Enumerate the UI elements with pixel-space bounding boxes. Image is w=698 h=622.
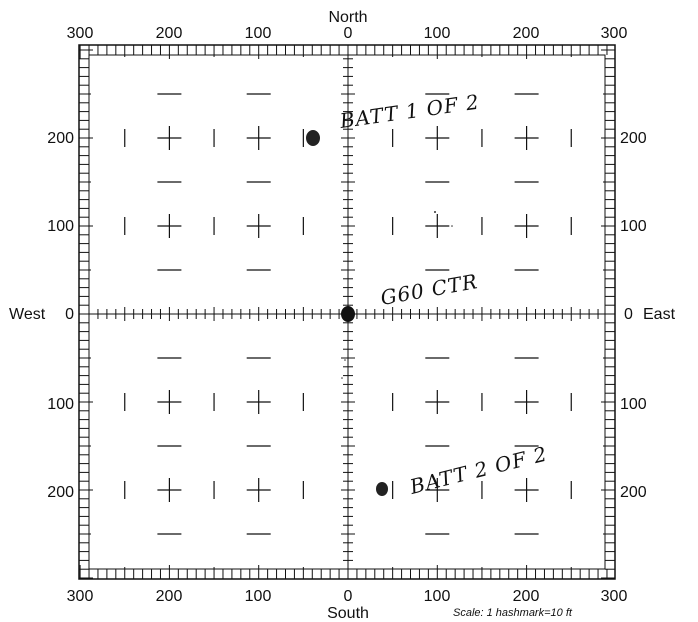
right-tick-label: 100 — [620, 396, 647, 413]
gun-center-marker — [341, 306, 355, 322]
top-tick-label: 200 — [513, 25, 540, 42]
left-tick-label: 0 — [65, 306, 74, 323]
bottom-tick-label: 100 — [245, 588, 272, 605]
stray-dot — [434, 211, 436, 213]
batt-2-marker — [376, 482, 388, 496]
grid-marks — [124, 93, 572, 535]
left-tick-label: 200 — [47, 484, 74, 501]
right-tick-label: 0 — [624, 306, 633, 323]
top-tick-label: 100 — [424, 25, 451, 42]
gun-center-annotation: G60 CTR — [379, 269, 480, 310]
grid-frame-inner — [88, 54, 606, 570]
west-label: West — [9, 306, 46, 323]
right-tick-label: 200 — [620, 484, 647, 501]
bottom-tick-label: 300 — [601, 588, 628, 605]
stray-dot — [344, 359, 346, 361]
north-label: North — [328, 9, 367, 26]
batt-1-annotation: BATT 1 OF 2 — [337, 90, 481, 134]
east-label: East — [643, 306, 676, 323]
bottom-tick-label: 100 — [424, 588, 451, 605]
south-label: South — [327, 605, 369, 622]
grid-frame — [78, 44, 616, 580]
scale-note: Scale: 1 hashmark=10 ft — [453, 607, 573, 619]
right-tick-label: 100 — [620, 218, 647, 235]
bottom-tick-label: 200 — [156, 588, 183, 605]
top-tick-label: 300 — [601, 25, 628, 42]
bottom-tick-label: 300 — [67, 588, 94, 605]
stray-dot — [341, 377, 343, 379]
right-tick-label: 200 — [620, 130, 647, 147]
left-tick-label: 200 — [47, 130, 74, 147]
top-tick-label: 200 — [156, 25, 183, 42]
left-tick-label: 100 — [47, 396, 74, 413]
stray-dot — [451, 225, 453, 227]
top-tick-label: 0 — [344, 25, 353, 42]
left-tick-label: 100 — [47, 218, 74, 235]
top-tick-label: 300 — [67, 25, 94, 42]
bottom-tick-label: 200 — [513, 588, 540, 605]
batt-1-marker — [306, 130, 320, 146]
top-tick-label: 100 — [245, 25, 272, 42]
bottom-tick-label: 0 — [344, 588, 353, 605]
